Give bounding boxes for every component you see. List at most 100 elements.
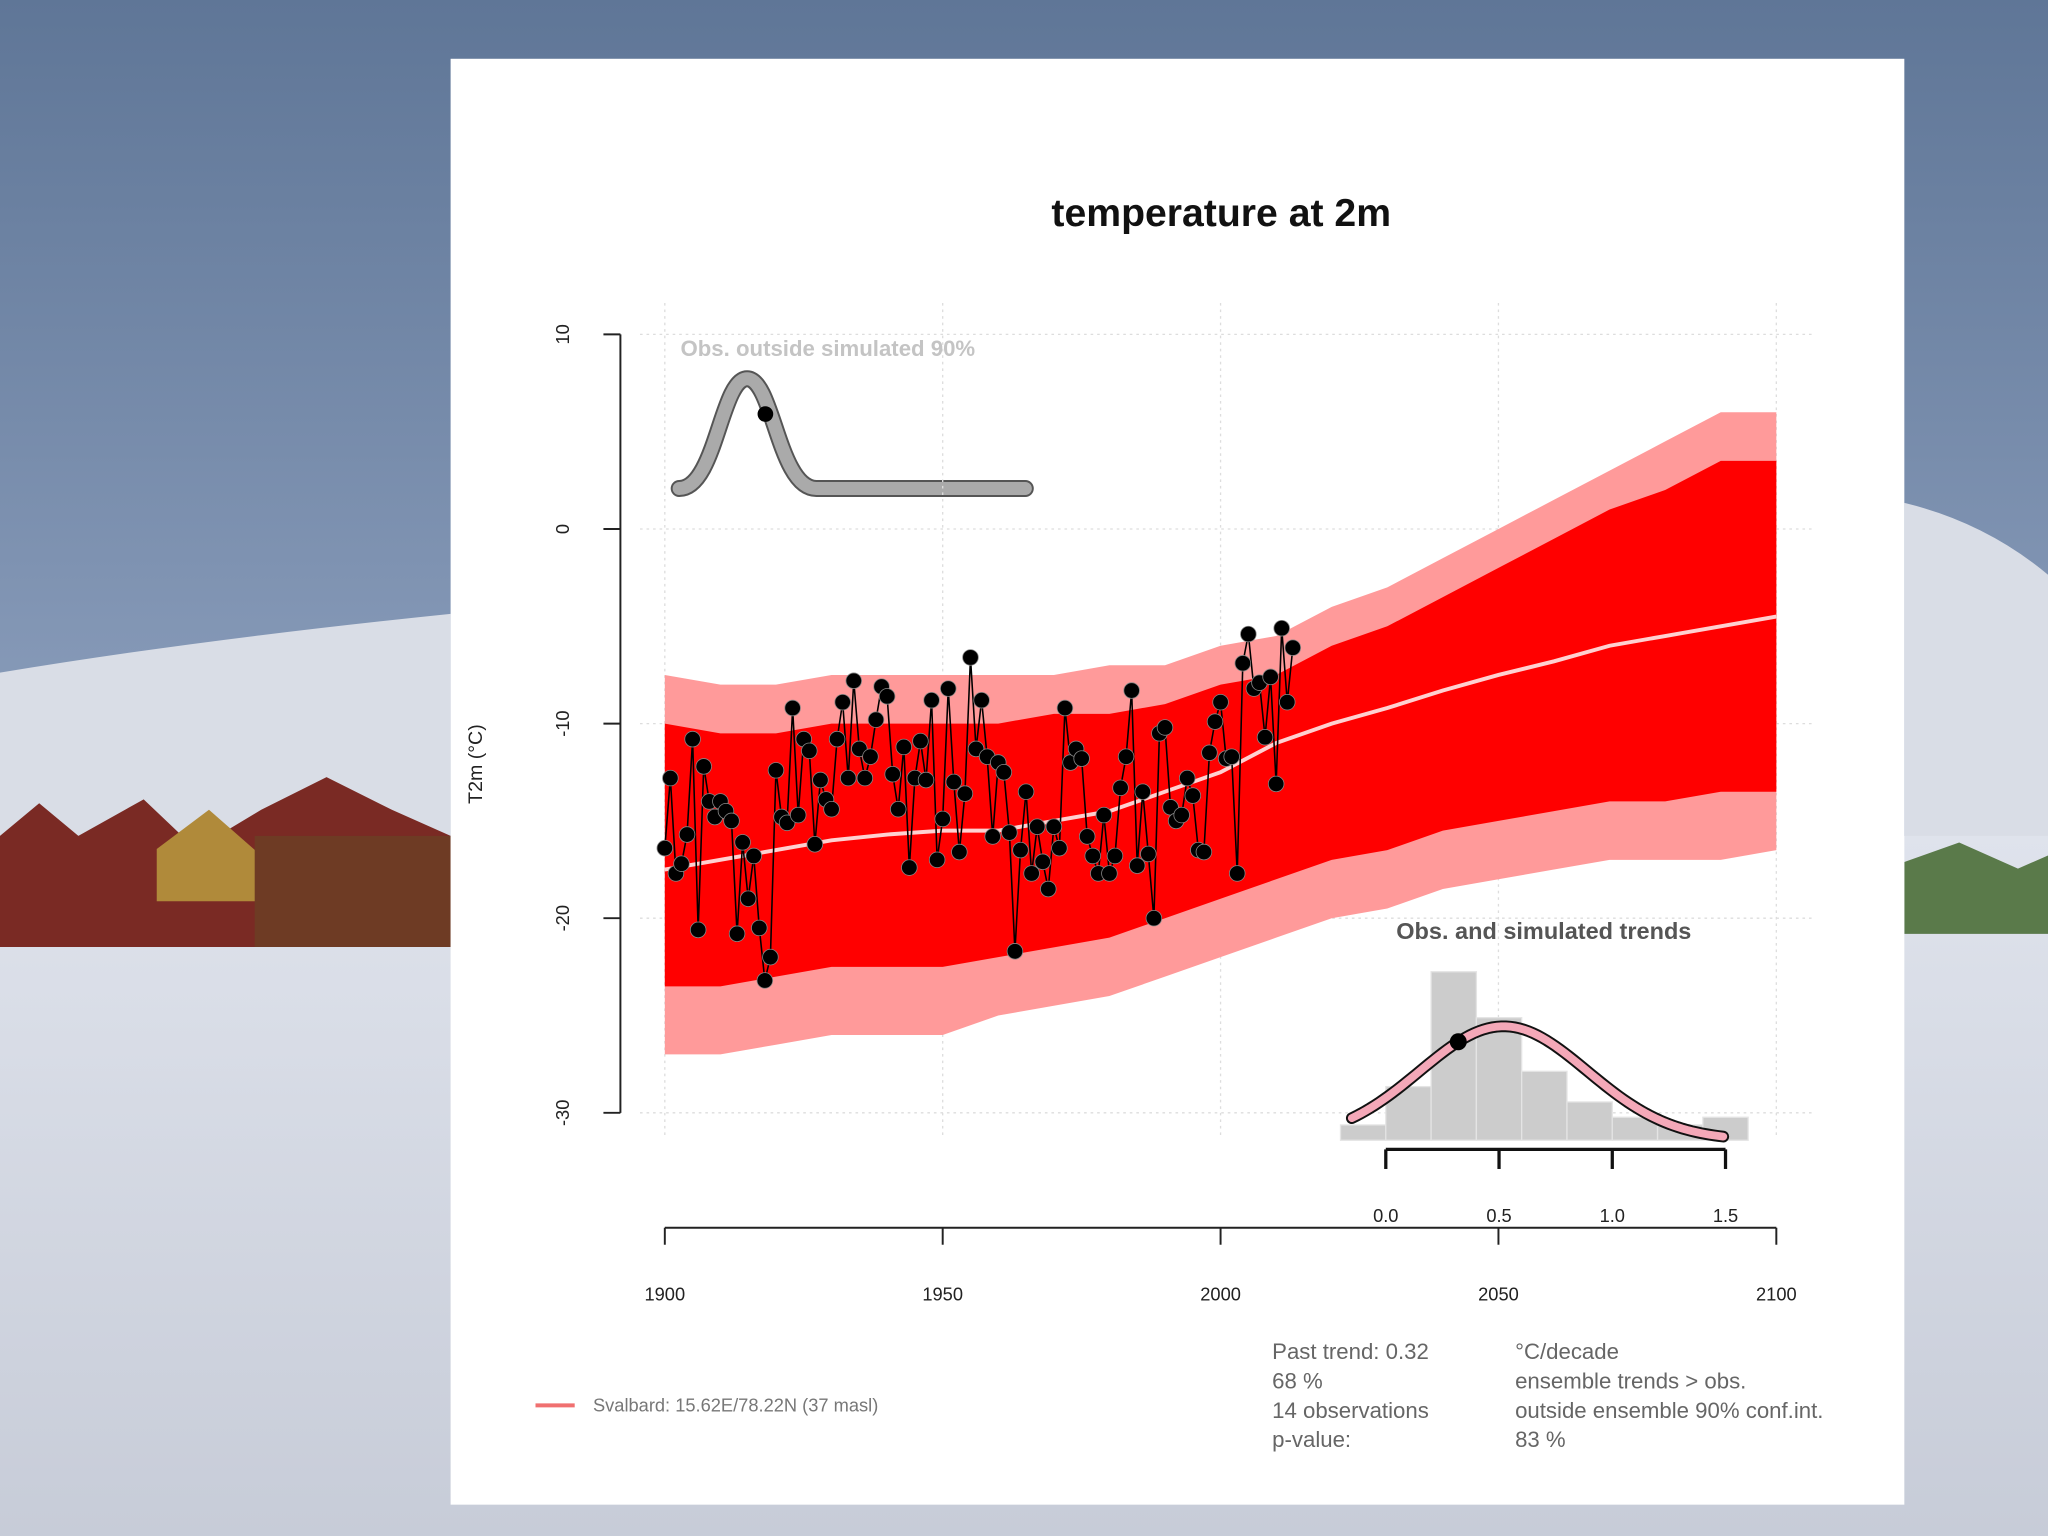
observation-point: [806, 836, 824, 853]
stats-text: ensemble trends > obs.: [1515, 1368, 1746, 1393]
observation-point: [928, 851, 946, 869]
stats-text: Past trend: 0.32: [1272, 1339, 1429, 1364]
observation-point: [1145, 909, 1163, 927]
y-axis-label: T2m (°C): [465, 724, 487, 804]
observation-point: [767, 762, 785, 779]
observation-point: [984, 828, 1001, 845]
observation-point: [756, 972, 774, 989]
observation-point: [1212, 693, 1229, 711]
observation-point: [1206, 713, 1224, 730]
inset-title: Obs. and simulated trends: [1396, 918, 1691, 944]
observation-point: [801, 742, 818, 760]
observation-point: [823, 800, 840, 818]
observation-point: [1173, 806, 1190, 824]
observation-point: [1178, 769, 1196, 787]
observation-point: [1284, 639, 1302, 656]
observation-point: [751, 919, 768, 937]
legend-label: Svalbard: 15.62E/78.22N (37 masl): [593, 1395, 878, 1416]
stats-text: 68 %: [1272, 1368, 1323, 1393]
observation-point: [1001, 824, 1018, 841]
observation-point: [862, 748, 879, 765]
observation-point: [1056, 699, 1074, 717]
observation-point: [1078, 828, 1096, 845]
observation-point: [934, 810, 951, 828]
histogram-bar: [1475, 1017, 1523, 1141]
observation-point: [867, 711, 885, 728]
observation-point: [1101, 865, 1118, 882]
x-tick-label: 1900: [644, 1284, 685, 1305]
outside-inset-curve: [670, 370, 1034, 497]
x-tick-label: 2000: [1200, 1284, 1241, 1305]
histogram-bar: [1339, 1124, 1387, 1141]
observation-point: [1134, 783, 1151, 800]
inset-title: Obs. outside simulated 90%: [680, 336, 975, 361]
hist-x-tick-label: 1.0: [1600, 1205, 1625, 1226]
observation-point: [1156, 719, 1174, 736]
stats-text: °C/decade: [1515, 1339, 1619, 1364]
observation-point: [1195, 843, 1213, 861]
observation-point: [1240, 625, 1257, 643]
observation-point: [695, 758, 712, 775]
stats-text: 83 %: [1515, 1427, 1566, 1452]
observation-point: [1223, 748, 1240, 765]
observation-point: [1112, 779, 1129, 797]
hist-x-tick-label: 1.5: [1713, 1205, 1738, 1226]
observation-point: [1017, 783, 1035, 800]
observation-point: [1201, 744, 1218, 762]
observation-point: [828, 730, 846, 748]
observation-point: [856, 769, 874, 787]
hist-x-tick-label: 0.0: [1373, 1205, 1398, 1226]
histogram-bar: [1521, 1070, 1568, 1141]
y-tick-label: -20: [552, 905, 573, 931]
observation-point: [951, 843, 968, 861]
observation-point: [1128, 857, 1146, 874]
y-tick-label: -30: [552, 1100, 573, 1126]
histogram-bar: [1566, 1101, 1613, 1141]
observation-point: [1040, 880, 1057, 898]
observation-point: [673, 855, 690, 872]
observation-point: [995, 764, 1013, 781]
observation-point: [678, 826, 696, 843]
observation-point: [762, 948, 779, 966]
observation-point: [723, 812, 740, 830]
observation-point: [1073, 750, 1090, 767]
observation-point: [923, 692, 940, 709]
observation-point: [1012, 841, 1029, 859]
observation-point: [1106, 847, 1124, 865]
observation-point: [1117, 748, 1135, 765]
observation-point: [684, 730, 701, 748]
observation-point: [917, 771, 935, 789]
observation-point: [1023, 865, 1040, 882]
observation-point: [1273, 620, 1290, 637]
observation-point: [912, 732, 929, 750]
observation-point: [1045, 818, 1063, 835]
chart-title: temperature at 2m: [1051, 192, 1391, 235]
ensemble-mean: [664, 614, 1777, 872]
observation-point: [1256, 728, 1274, 746]
observation-point: [812, 771, 829, 789]
observation-point: [890, 800, 907, 818]
observation-point: [901, 859, 918, 876]
observation-point: [1262, 668, 1279, 686]
observation-point: [956, 785, 974, 802]
observation-point: [1279, 693, 1296, 711]
observation-point: [845, 672, 863, 690]
observation-point: [940, 680, 957, 697]
observation-point: [734, 834, 751, 851]
observation-point: [1267, 775, 1285, 793]
observation-point: [839, 769, 857, 787]
observation-point: [1184, 787, 1202, 804]
x-tick-label: 2100: [1756, 1284, 1797, 1305]
observation-point: [973, 692, 990, 709]
x-tick-label: 2050: [1478, 1284, 1519, 1305]
x-tick-label: 1950: [922, 1284, 963, 1305]
stats-text: 14 observations: [1272, 1398, 1429, 1423]
observation-point: [1028, 818, 1046, 835]
observation-point: [739, 890, 757, 907]
observation-point: [1095, 806, 1113, 824]
stats-text: p-value:: [1272, 1427, 1351, 1452]
y-tick-label: 10: [552, 324, 573, 344]
observation-point: [1006, 943, 1024, 960]
